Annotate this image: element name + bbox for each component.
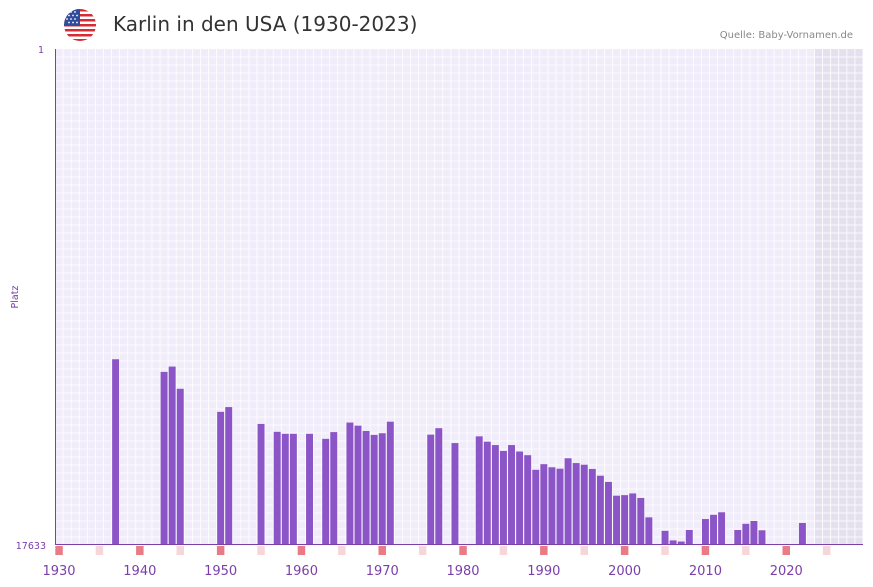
bar-2003 xyxy=(645,517,653,545)
bar-1968 xyxy=(362,430,370,545)
bar-1943 xyxy=(160,371,168,545)
y-axis-title: Platz xyxy=(10,286,21,309)
bar-1970 xyxy=(378,433,386,545)
decade-marker xyxy=(378,546,386,555)
x-tick-label: 1970 xyxy=(366,564,399,579)
bar-2002 xyxy=(637,497,645,545)
bar-1957 xyxy=(273,431,281,545)
bar-1967 xyxy=(354,425,362,545)
bar-1985 xyxy=(499,450,507,545)
bar-1992 xyxy=(556,468,564,545)
x-tick-label: 1960 xyxy=(285,564,318,579)
decade-marker xyxy=(55,546,63,555)
bar-1961 xyxy=(306,433,313,545)
bar-2011 xyxy=(710,514,717,545)
bar-2022 xyxy=(798,522,806,545)
bar-1991 xyxy=(548,467,556,545)
bar-1963 xyxy=(322,438,330,545)
half-decade-marker xyxy=(338,546,346,555)
decade-marker xyxy=(540,546,548,555)
bar-1983 xyxy=(483,441,491,545)
y-bottom-label: 17633 xyxy=(16,541,46,552)
bar-2014 xyxy=(734,530,742,545)
bar-1964 xyxy=(330,432,338,545)
x-tick-label: 2010 xyxy=(689,564,722,579)
bar-1988 xyxy=(524,455,532,545)
decade-marker xyxy=(701,546,710,555)
half-decade-marker xyxy=(742,546,750,555)
bar-2005 xyxy=(661,530,669,545)
half-decade-marker xyxy=(176,546,184,555)
x-tick-label: 1940 xyxy=(123,564,156,579)
bar-1996 xyxy=(588,468,596,545)
half-decade-marker xyxy=(580,546,588,555)
half-decade-marker xyxy=(257,546,265,555)
decade-marker xyxy=(297,546,306,555)
bar-series xyxy=(112,359,806,545)
bar-1998 xyxy=(605,481,612,545)
decade-marker xyxy=(459,546,467,555)
bar-2008 xyxy=(685,530,693,545)
x-tick-label: 1990 xyxy=(527,564,560,579)
decade-marker xyxy=(782,546,790,555)
half-decade-marker xyxy=(499,546,508,555)
bar-1955 xyxy=(257,423,265,545)
bar-1984 xyxy=(491,445,499,545)
page-title: Karlin in den USA (1930-2023) xyxy=(113,12,418,36)
bar-2006 xyxy=(669,540,677,545)
y-top-label: 1 xyxy=(38,45,44,56)
bar-2017 xyxy=(758,530,766,545)
bar-1995 xyxy=(580,464,588,545)
bar-1944 xyxy=(168,366,176,545)
bar-1987 xyxy=(516,451,524,545)
bar-1976 xyxy=(427,434,435,545)
decade-marker xyxy=(216,546,225,555)
bar-1966 xyxy=(346,422,354,545)
half-decade-marker xyxy=(822,546,831,555)
bar-1994 xyxy=(572,463,580,545)
bar-2016 xyxy=(750,521,758,545)
bar-2015 xyxy=(742,523,750,545)
bar-1989 xyxy=(532,469,540,545)
bar-1969 xyxy=(370,434,378,545)
x-tick-label: 1950 xyxy=(204,564,237,579)
half-decade-marker xyxy=(95,546,104,555)
source-credit: Quelle: Baby-Vornamen.de xyxy=(719,30,853,41)
bar-1982 xyxy=(475,436,483,545)
bar-2007 xyxy=(677,541,685,545)
decade-marker xyxy=(620,546,629,555)
bar-1951 xyxy=(225,407,233,545)
bar-2001 xyxy=(629,493,637,545)
x-tick-label: 2000 xyxy=(608,564,641,579)
half-decade-marker xyxy=(418,546,427,555)
bar-2012 xyxy=(718,512,726,545)
bar-1937 xyxy=(112,359,120,545)
bar-1958 xyxy=(281,433,289,545)
bar-1950 xyxy=(217,411,225,545)
bar-2000 xyxy=(621,495,629,545)
x-tick-label: 2020 xyxy=(770,564,803,579)
x-tick-label: 1930 xyxy=(42,564,75,579)
bar-1979 xyxy=(451,443,459,545)
bar-1986 xyxy=(508,445,515,545)
bar-2010 xyxy=(701,519,709,545)
bar-1997 xyxy=(596,475,604,545)
grid-lines xyxy=(55,49,864,545)
bar-1990 xyxy=(540,464,548,545)
x-axis-ticks: 1930 1940 1950 1960 1970 1980 1990 2000 2010 2020 xyxy=(42,564,802,579)
year-markers xyxy=(55,546,831,555)
x-tick-label: 1980 xyxy=(446,564,479,579)
bar-1999 xyxy=(613,495,621,545)
bar-1971 xyxy=(386,421,394,545)
us-flag-icon xyxy=(64,9,96,41)
half-decade-marker xyxy=(661,546,669,555)
bar-1945 xyxy=(176,388,184,545)
bar-1959 xyxy=(289,433,297,545)
decade-marker xyxy=(136,546,144,555)
bar-1993 xyxy=(564,458,572,545)
bar-1977 xyxy=(435,428,443,545)
